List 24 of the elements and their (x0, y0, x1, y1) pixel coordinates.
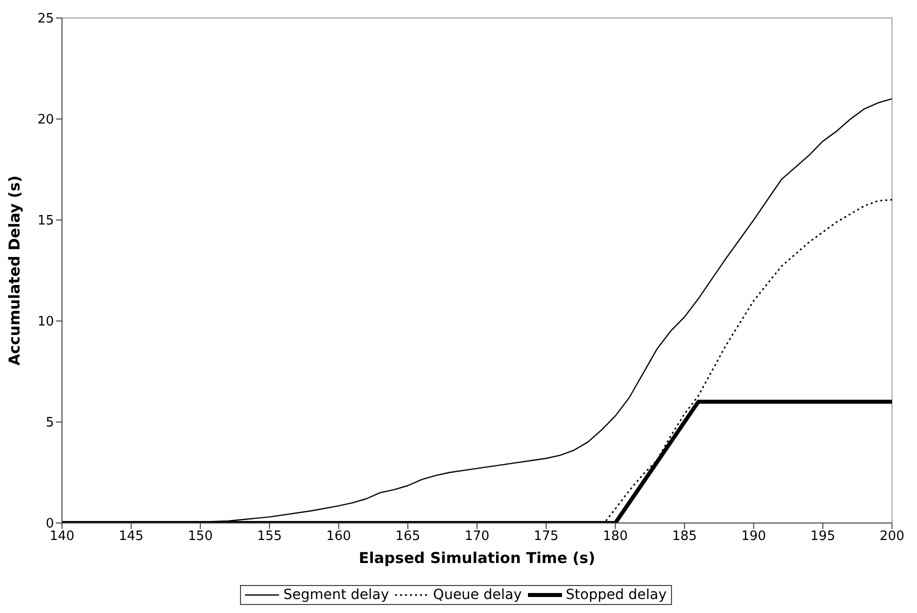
y-tick-label: 10 (37, 314, 54, 330)
legend-label: Stopped delay (566, 587, 667, 603)
x-tick-label: 180 (602, 529, 628, 544)
x-tick-label: 145 (118, 529, 144, 544)
x-tick-label: 140 (50, 529, 74, 544)
x-tick-label: 165 (395, 529, 420, 544)
legend-label: Segment delay (283, 587, 390, 603)
x-tick-label: 155 (257, 529, 282, 544)
y-tick-label: 20 (37, 112, 54, 128)
x-axis-title: Elapsed Simulation Time (s) (358, 549, 596, 567)
x-tick-label: 150 (188, 529, 213, 544)
y-tick-label: 0 (46, 516, 54, 532)
y-tick-label: 5 (46, 416, 54, 431)
y-tick-label: 25 (37, 12, 54, 27)
x-tick-label: 190 (741, 529, 766, 544)
x-tick-label: 200 (880, 529, 904, 544)
x-tick-label: 170 (464, 529, 490, 544)
x-tick-label: 195 (810, 529, 836, 544)
x-tick-label: 175 (534, 529, 559, 544)
x-tick-label: 185 (672, 529, 697, 544)
x-tick-label: 160 (326, 529, 352, 544)
legend-label: Queue delay (433, 587, 522, 603)
y-tick-label: 15 (37, 214, 54, 229)
y-axis-title: Accumulated Delay (s) (5, 175, 24, 366)
